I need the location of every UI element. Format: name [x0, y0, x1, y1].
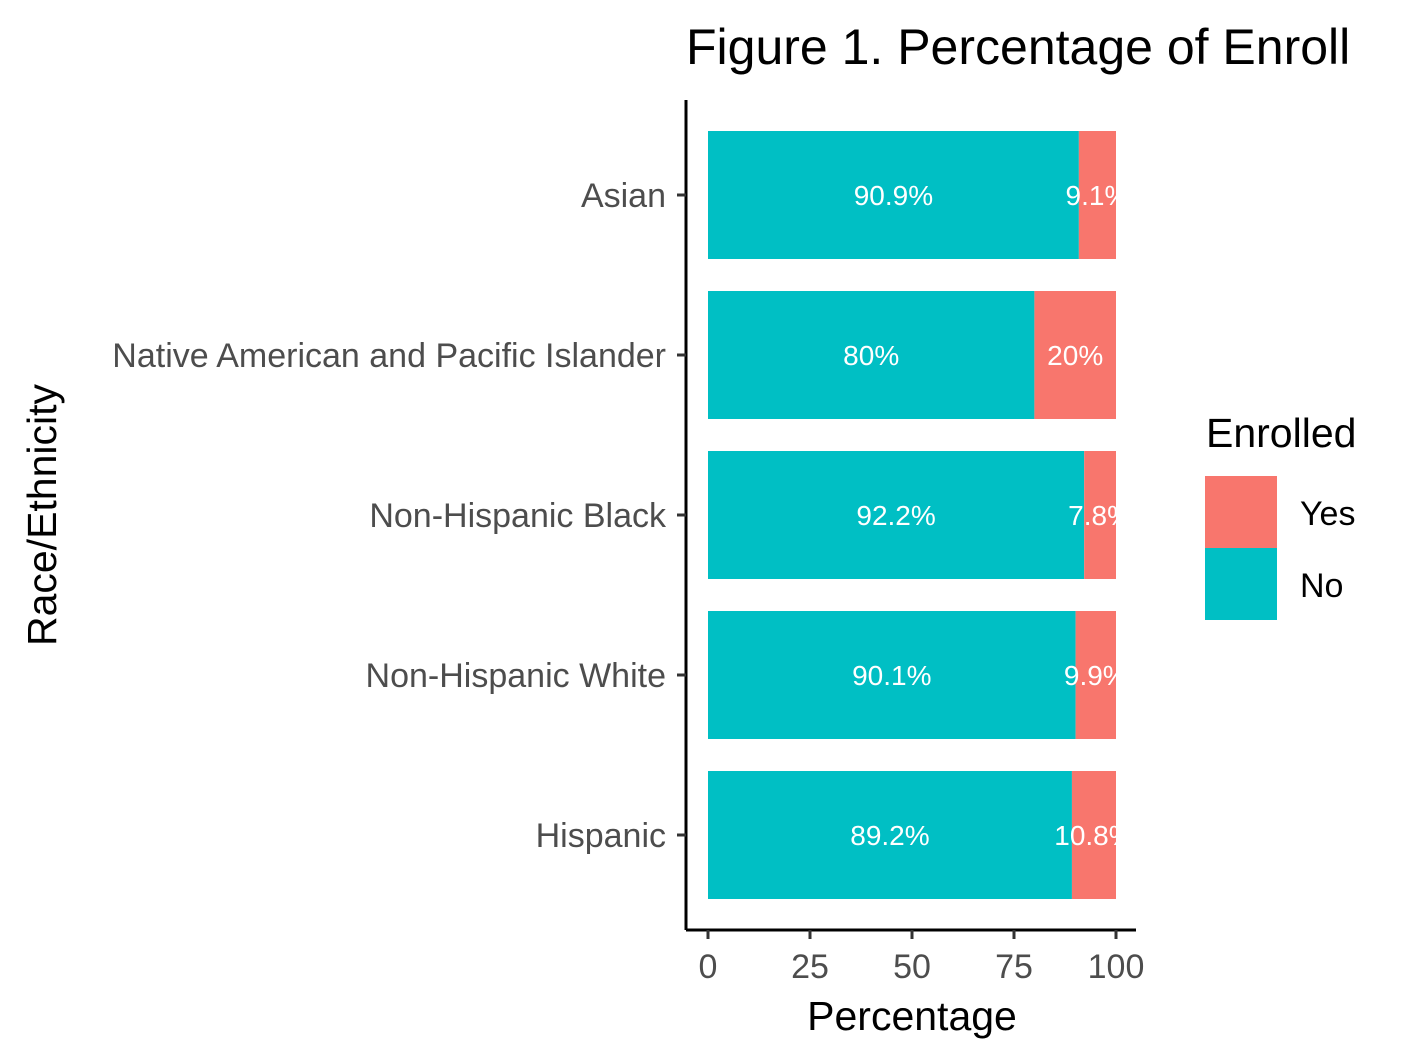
bar-yes [1075, 611, 1116, 739]
legend-title: Enrolled [1206, 410, 1356, 456]
chart-title: Figure 1. Percentage of Enroll [686, 19, 1350, 75]
y-tick-label: Asian [581, 177, 666, 215]
y-tick-label: Non-Hispanic White [366, 657, 666, 695]
legend-swatch-no [1205, 548, 1277, 620]
y-tick-label: Hispanic [536, 817, 666, 855]
bar-no [708, 611, 1076, 739]
data-label: 80% [843, 340, 899, 371]
bars-group [708, 131, 1116, 899]
x-tick-label: 25 [791, 948, 829, 986]
bar-no [708, 131, 1079, 259]
legend-label-no: No [1300, 567, 1343, 605]
bar-yes [1078, 131, 1116, 259]
data-label: 9.1% [1066, 180, 1130, 211]
data-label: 90.1% [852, 660, 931, 691]
x-tick-label: 0 [699, 948, 718, 986]
bar-yes [1034, 291, 1116, 419]
legend: Enrolled Yes No [1205, 410, 1356, 620]
data-label: 9.9% [1064, 660, 1128, 691]
x-axis: 0 25 50 75 100 [686, 928, 1145, 986]
data-label: 90.9% [854, 180, 933, 211]
y-tick-label: Non-Hispanic Black [369, 497, 667, 535]
y-tick-label: Native American and Pacific Islander [112, 337, 666, 375]
x-axis-title: Percentage [807, 993, 1017, 1039]
legend-swatch-yes [1205, 476, 1277, 548]
data-label: 89.2% [850, 820, 929, 851]
x-tick-label: 50 [893, 948, 931, 986]
bar-no [708, 771, 1072, 899]
bar-labels-group: 90.9% 9.1% 80% 20% 92.2% 7.8% 90.1% 9.9% 89.2% 10… [843, 180, 1133, 851]
bar-yes [1084, 451, 1116, 579]
x-tick-label: 75 [995, 948, 1033, 986]
bar-no [708, 451, 1085, 579]
data-label: 20% [1047, 340, 1103, 371]
y-axis-title: Race/Ethnicity [19, 383, 65, 646]
y-axis: Asian Native American and Pacific Islande… [112, 100, 688, 930]
data-label: 10.8% [1054, 820, 1133, 851]
data-label: 7.8% [1068, 500, 1132, 531]
bar-no [708, 291, 1035, 419]
x-tick-label: 100 [1088, 948, 1145, 986]
legend-label-yes: Yes [1300, 495, 1355, 533]
bar-yes [1071, 771, 1116, 899]
data-label: 92.2% [856, 500, 935, 531]
